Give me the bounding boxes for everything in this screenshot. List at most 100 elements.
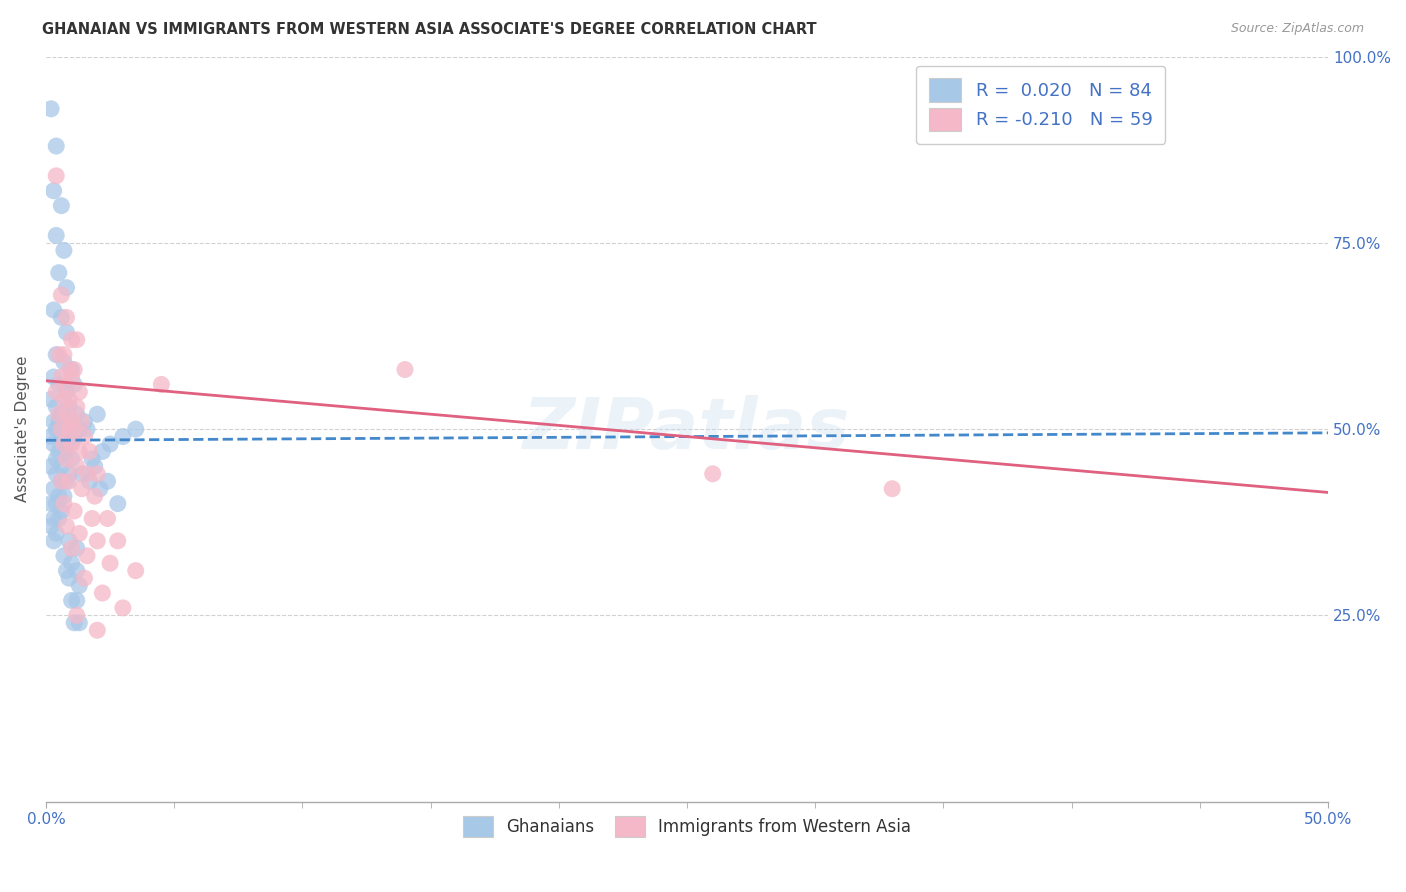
Point [76, 422, 98, 436]
Point [91, 444, 114, 458]
Point [60, 333, 83, 347]
Point [73, 571, 96, 585]
Point [55, 564, 77, 578]
Point [125, 422, 148, 436]
Text: ZIPatlas: ZIPatlas [523, 394, 851, 464]
Point [39, 519, 62, 533]
Point [63, 615, 86, 630]
Point [52, 489, 75, 503]
Point [60, 451, 83, 466]
Point [67, 384, 90, 399]
Point [52, 437, 75, 451]
Point [51, 475, 73, 489]
Point [60, 370, 83, 384]
Point [702, 467, 724, 481]
Point [58, 437, 80, 451]
Point [45, 228, 67, 243]
Point [42, 533, 65, 548]
Point [79, 444, 101, 458]
Point [48, 511, 70, 525]
Point [107, 497, 129, 511]
Point [42, 370, 65, 384]
Point [96, 475, 118, 489]
Point [63, 377, 86, 392]
Point [51, 310, 73, 325]
Point [63, 429, 86, 443]
Point [73, 415, 96, 429]
Point [66, 593, 89, 607]
Point [67, 422, 90, 436]
Point [98, 437, 121, 451]
Point [66, 541, 89, 556]
Point [45, 526, 67, 541]
Point [42, 415, 65, 429]
Text: GHANAIAN VS IMMIGRANTS FROM WESTERN ASIA ASSOCIATE'S DEGREE CORRELATION CHART: GHANAIAN VS IMMIGRANTS FROM WESTERN ASIA… [42, 22, 817, 37]
Point [51, 459, 73, 474]
Point [67, 615, 90, 630]
Point [86, 533, 108, 548]
Point [66, 400, 89, 414]
Point [60, 541, 83, 556]
Point [45, 384, 67, 399]
Point [55, 326, 77, 340]
Point [39, 429, 62, 443]
Point [52, 348, 75, 362]
Point [66, 333, 89, 347]
Point [150, 377, 173, 392]
Point [51, 422, 73, 436]
Point [58, 422, 80, 436]
Point [42, 184, 65, 198]
Point [51, 199, 73, 213]
Point [76, 467, 98, 481]
Point [39, 497, 62, 511]
Point [51, 407, 73, 421]
Point [55, 475, 77, 489]
Point [67, 444, 90, 458]
Legend: Ghanaians, Immigrants from Western Asia: Ghanaians, Immigrants from Western Asia [454, 807, 920, 846]
Point [45, 348, 67, 362]
Point [89, 482, 111, 496]
Point [42, 511, 65, 525]
Point [96, 511, 118, 525]
Point [45, 169, 67, 183]
Point [45, 422, 67, 436]
Point [70, 482, 93, 496]
Point [66, 459, 89, 474]
Point [60, 556, 83, 570]
Point [39, 102, 62, 116]
Point [76, 549, 98, 563]
Point [55, 444, 77, 458]
Point [394, 362, 416, 376]
Point [48, 348, 70, 362]
Point [51, 504, 73, 518]
Point [60, 362, 83, 376]
Point [42, 437, 65, 451]
Point [58, 571, 80, 585]
Point [66, 608, 89, 623]
Point [51, 370, 73, 384]
Point [55, 407, 77, 421]
Point [55, 451, 77, 466]
Point [58, 392, 80, 407]
Point [45, 451, 67, 466]
Y-axis label: Associate's Degree: Associate's Degree [15, 356, 30, 502]
Point [91, 586, 114, 600]
Point [52, 244, 75, 258]
Point [42, 482, 65, 496]
Point [45, 497, 67, 511]
Point [52, 549, 75, 563]
Point [70, 415, 93, 429]
Point [111, 429, 134, 443]
Point [51, 288, 73, 302]
Point [58, 362, 80, 376]
Point [111, 601, 134, 615]
Point [67, 578, 90, 592]
Point [48, 407, 70, 421]
Point [48, 415, 70, 429]
Point [83, 489, 105, 503]
Point [60, 415, 83, 429]
Point [60, 593, 83, 607]
Point [39, 392, 62, 407]
Point [86, 467, 108, 481]
Point [45, 139, 67, 153]
